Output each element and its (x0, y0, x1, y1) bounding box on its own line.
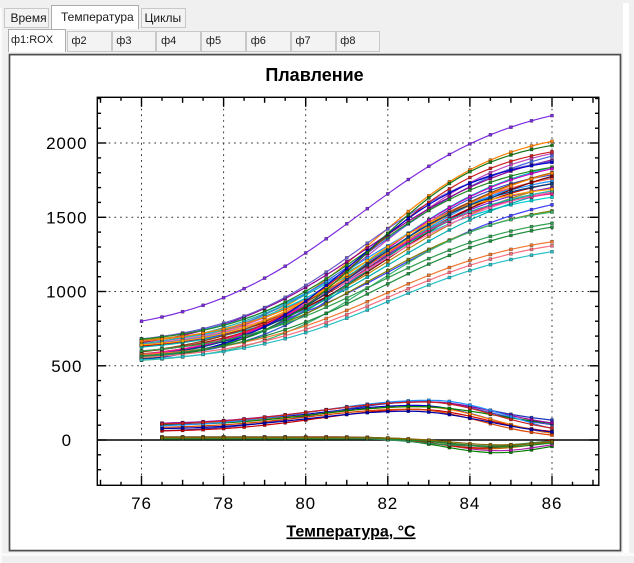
svg-text:Плавление: Плавление (265, 65, 363, 85)
svg-text:2000: 2000 (46, 134, 87, 153)
svg-text:78: 78 (213, 494, 234, 513)
svg-text:Температура, °C: Температура, °C (286, 524, 416, 541)
svg-text:0: 0 (62, 431, 72, 450)
svg-text:76: 76 (131, 494, 152, 513)
svg-text:1000: 1000 (46, 283, 87, 302)
svg-text:80: 80 (295, 494, 316, 513)
svg-text:82: 82 (377, 494, 398, 513)
svg-text:500: 500 (51, 357, 82, 376)
svg-text:84: 84 (460, 494, 481, 513)
svg-text:1500: 1500 (46, 208, 87, 227)
svg-text:86: 86 (542, 494, 563, 513)
